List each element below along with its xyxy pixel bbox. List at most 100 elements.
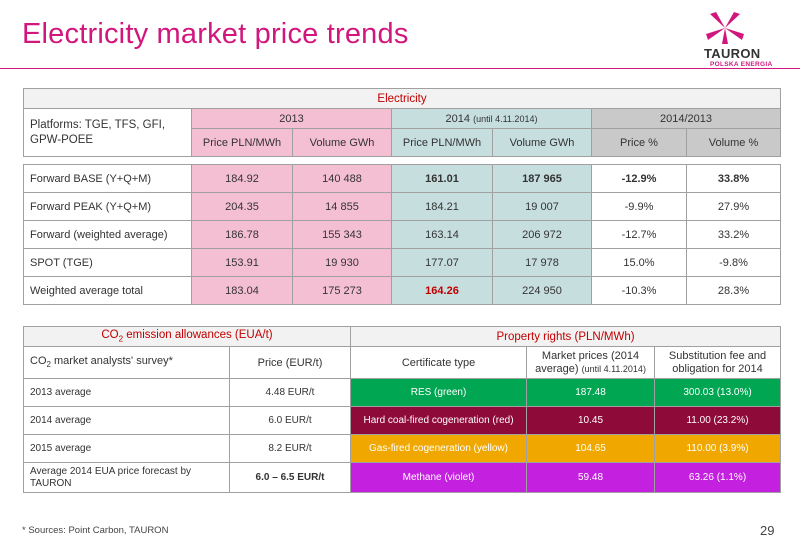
- certificate-type: Gas-fired cogeneration (yellow): [350, 434, 528, 463]
- row-label: Weighted average total: [23, 276, 192, 305]
- price-2014: 164.26: [391, 276, 493, 305]
- electricity-table: Electricity Platforms: TGE, TFS, GFI, GP…: [22, 88, 782, 305]
- volume-2014: 206 972: [492, 220, 592, 249]
- survey-post: market analysts' survey*: [50, 355, 173, 368]
- table-row: 2014 average 6.0 EUR/t Hard coal-fired c…: [23, 406, 782, 435]
- price-change: -12.9%: [591, 164, 687, 193]
- tauron-star-icon: [706, 12, 744, 44]
- price-2013: 153.91: [191, 248, 293, 277]
- volume-2014: 224 950: [492, 276, 592, 305]
- property-heading: Property rights (PLN/MWh): [350, 326, 782, 347]
- substitution-fee: 11.00 (23.2%): [654, 406, 782, 435]
- price-2013: 204.35: [191, 192, 293, 221]
- co2-price: 6.0 EUR/t: [228, 406, 352, 435]
- period-change: 2014/2013: [590, 108, 782, 129]
- footnote: * Sources: Point Carbon, TAURON: [22, 525, 169, 536]
- price-2014: 177.07: [391, 248, 493, 277]
- co2-row-label: 2013 average: [23, 378, 230, 407]
- co2-property-table: CO2 emission allowances (EUA/t) Property…: [22, 326, 782, 493]
- co2-survey-label: CO2 market analysts' survey*: [23, 346, 230, 379]
- col-price-2013: Price PLN/MWh: [191, 128, 293, 157]
- table-row: Weighted average total 183.04 175 273 16…: [23, 276, 782, 305]
- price-2014: 163.14: [391, 220, 493, 249]
- page-number: 29: [760, 523, 775, 538]
- volume-change: 33.2%: [685, 220, 782, 249]
- substitution-fee-header: Substitution fee and obligation for 2014: [654, 346, 782, 379]
- substitution-fee: 110.00 (3.9%): [654, 434, 782, 463]
- logo-subtitle: POLSKA ENERGIA: [710, 61, 773, 68]
- page-title: Electricity market price trends: [22, 18, 409, 50]
- co2-row-label: 2015 average: [23, 434, 230, 463]
- co2-row-label: 2014 average: [23, 406, 230, 435]
- survey-pre: CO: [30, 355, 47, 368]
- title-divider: [0, 68, 800, 69]
- market-price: 59.48: [526, 462, 656, 493]
- table-row: 2013 average 4.48 EUR/t RES (green) 187.…: [23, 378, 782, 407]
- co2-heading: CO2 emission allowances (EUA/t): [22, 326, 352, 347]
- price-change: -12.7%: [591, 220, 687, 249]
- price-change: -9.9%: [591, 192, 687, 221]
- price-2014: 184.21: [391, 192, 493, 221]
- table-row: Forward PEAK (Y+Q+M) 204.35 14 855 184.2…: [23, 192, 782, 221]
- co2-price: 4.48 EUR/t: [228, 378, 352, 407]
- certificate-type-header: Certificate type: [350, 346, 528, 379]
- row-label: Forward BASE (Y+Q+M): [23, 164, 192, 193]
- period-2014: 2014 (until 4.11.2014): [391, 108, 592, 129]
- certificate-type: Methane (violet): [350, 462, 528, 493]
- volume-2014: 17 978: [492, 248, 592, 277]
- volume-2014: 187 965: [492, 164, 592, 193]
- price-2013: 186.78: [191, 220, 293, 249]
- co2-heading-pre: CO: [101, 329, 119, 342]
- col-volume-2013: Volume GWh: [292, 128, 392, 157]
- substitution-fee: 300.03 (13.0%): [654, 378, 782, 407]
- certificate-type: Hard coal-fired cogeneration (red): [350, 406, 528, 435]
- table-row: Forward (weighted average) 186.78 155 34…: [23, 220, 782, 249]
- substitution-fee: 63.26 (1.1%): [654, 462, 782, 493]
- volume-2013: 155 343: [292, 220, 392, 249]
- volume-2013: 14 855: [292, 192, 392, 221]
- market-price: 104.65: [526, 434, 656, 463]
- price-change: -10.3%: [591, 276, 687, 305]
- period-2014-note: (until 4.11.2014): [473, 113, 538, 124]
- co2-heading-post: emission allowances (EUA/t): [123, 329, 273, 342]
- col-price-2014: Price PLN/MWh: [391, 128, 493, 157]
- period-2014-year: 2014: [445, 112, 471, 125]
- survey-sub: 2: [46, 360, 51, 370]
- row-label: SPOT (TGE): [23, 248, 192, 277]
- co2-heading-sub: 2: [118, 334, 124, 344]
- volume-2014: 19 007: [492, 192, 592, 221]
- tauron-logo: TAURON POLSKA ENERGIA: [676, 10, 786, 70]
- co2-price: 6.0 – 6.5 EUR/t: [228, 462, 352, 493]
- volume-change: -9.8%: [685, 248, 782, 277]
- row-label: Forward PEAK (Y+Q+M): [23, 192, 192, 221]
- certificate-type: RES (green): [350, 378, 528, 407]
- volume-2013: 19 930: [292, 248, 392, 277]
- market-prices-header: Market prices (2014 average) (until 4.11…: [526, 346, 656, 379]
- table-row: SPOT (TGE) 153.91 19 930 177.07 17 978 1…: [23, 248, 782, 277]
- price-2013: 183.04: [191, 276, 293, 305]
- co2-price-header: Price (EUR/t): [228, 346, 352, 379]
- table-row: Average 2014 EUA price forecast by TAURO…: [23, 462, 782, 493]
- electricity-heading: Electricity: [22, 88, 782, 109]
- volume-change: 27.9%: [685, 192, 782, 221]
- volume-2013: 175 273: [292, 276, 392, 305]
- col-volume-2014: Volume GWh: [492, 128, 592, 157]
- market-prices-label: Market prices (2014 average): [535, 349, 640, 375]
- col-price-pct: Price %: [591, 128, 687, 157]
- volume-change: 33.8%: [685, 164, 782, 193]
- col-volume-pct: Volume %: [685, 128, 782, 157]
- price-2013: 184.92: [191, 164, 293, 193]
- co2-row-label: Average 2014 EUA price forecast by TAURO…: [23, 462, 230, 493]
- price-change: 15.0%: [591, 248, 687, 277]
- volume-2013: 140 488: [292, 164, 392, 193]
- market-price: 187.48: [526, 378, 656, 407]
- market-prices-note: (until 4.11.2014): [581, 363, 646, 374]
- table-row: 2015 average 8.2 EUR/t Gas-fired cogener…: [23, 434, 782, 463]
- row-label: Forward (weighted average): [23, 220, 192, 249]
- co2-price: 8.2 EUR/t: [228, 434, 352, 463]
- platforms-label: Platforms: TGE, TFS, GFI, GPW-POEE: [23, 108, 192, 157]
- logo-brand: TAURON: [704, 46, 761, 61]
- volume-change: 28.3%: [685, 276, 782, 305]
- price-2014: 161.01: [391, 164, 493, 193]
- period-2013: 2013: [191, 108, 392, 129]
